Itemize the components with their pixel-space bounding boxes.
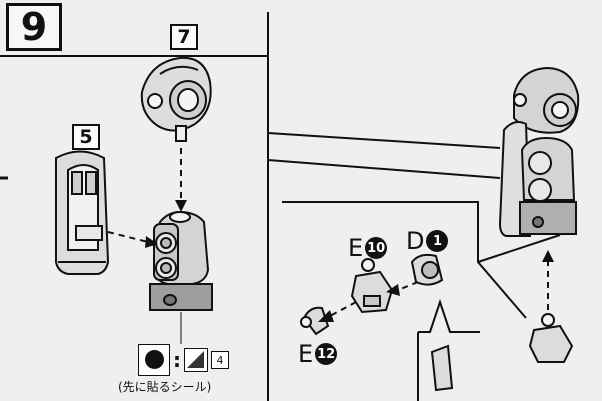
step-number: 9 xyxy=(6,3,62,51)
part-d1 xyxy=(410,253,444,286)
assembled-part xyxy=(498,66,580,237)
label-d1-number: 1 xyxy=(426,230,449,252)
detail-inset-piece xyxy=(430,344,454,392)
round-sticker-icon xyxy=(138,344,170,376)
sticker-number: 4 xyxy=(211,351,229,369)
arrow-d1-left xyxy=(397,281,419,291)
part-small-lower-right xyxy=(528,313,574,363)
label-e10-letter: E xyxy=(348,234,364,262)
label-e12-letter: E xyxy=(298,340,314,368)
label-e10: E 10 xyxy=(348,234,388,262)
label-d1-letter: D xyxy=(406,227,425,255)
sticker-legend: : 4 xyxy=(138,344,229,376)
sticker-caption: (先に貼るシール) xyxy=(118,380,212,394)
ref-box-7: 7 xyxy=(170,24,198,50)
label-e10-number: 10 xyxy=(365,237,388,259)
arrow-e10-left xyxy=(329,301,357,317)
panel-lines xyxy=(0,12,561,401)
part-e10 xyxy=(350,258,394,314)
ref-box-5: 5 xyxy=(72,124,100,150)
assembly-arrows xyxy=(107,148,549,317)
label-e12-number: 12 xyxy=(315,343,338,365)
arrow-heads xyxy=(145,200,554,322)
label-e12: E 12 xyxy=(298,340,338,368)
sticker-colon: : xyxy=(173,348,181,372)
part-5-plate xyxy=(55,150,110,275)
part-e12 xyxy=(300,306,330,336)
triangle-sticker-icon xyxy=(184,348,208,372)
center-body xyxy=(149,210,213,311)
label-d1: D 1 xyxy=(406,227,449,255)
arrow-5-right xyxy=(107,231,149,243)
part-7-joint xyxy=(140,56,212,142)
